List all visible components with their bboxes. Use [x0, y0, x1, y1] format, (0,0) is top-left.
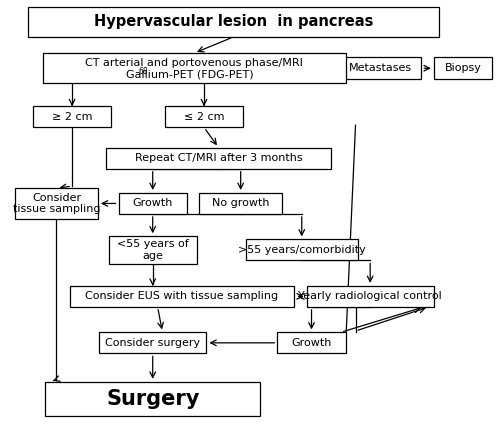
Text: >55 years/comorbidity: >55 years/comorbidity [238, 245, 366, 255]
Text: Hypervascular lesion  in pancreas: Hypervascular lesion in pancreas [94, 14, 373, 29]
FancyBboxPatch shape [278, 332, 345, 354]
FancyBboxPatch shape [70, 286, 294, 307]
Text: Gallium-PET (FDG-PET): Gallium-PET (FDG-PET) [126, 70, 253, 80]
FancyBboxPatch shape [108, 236, 196, 264]
FancyBboxPatch shape [45, 382, 260, 416]
Text: Surgery: Surgery [106, 389, 200, 409]
FancyBboxPatch shape [15, 188, 98, 219]
FancyBboxPatch shape [434, 57, 492, 79]
FancyBboxPatch shape [118, 193, 187, 214]
Text: No growth: No growth [212, 199, 270, 208]
Text: Growth: Growth [132, 199, 173, 208]
FancyBboxPatch shape [338, 57, 421, 79]
Text: Growth: Growth [292, 338, 332, 348]
Text: Biopsy: Biopsy [444, 63, 482, 73]
FancyBboxPatch shape [165, 106, 243, 128]
FancyBboxPatch shape [199, 193, 282, 214]
Text: ≥ 2 cm: ≥ 2 cm [52, 112, 92, 122]
FancyBboxPatch shape [43, 53, 346, 83]
FancyBboxPatch shape [28, 6, 438, 37]
Text: Consider EUS with tissue sampling: Consider EUS with tissue sampling [86, 291, 278, 301]
Text: Repeat CT/MRI after 3 months: Repeat CT/MRI after 3 months [135, 153, 302, 163]
FancyBboxPatch shape [246, 239, 358, 261]
Text: CT arterial and portovenous phase/MRI: CT arterial and portovenous phase/MRI [86, 58, 303, 68]
Text: Consider
tissue sampling: Consider tissue sampling [12, 193, 100, 214]
FancyBboxPatch shape [306, 286, 434, 307]
FancyBboxPatch shape [33, 106, 111, 128]
Text: Metastases: Metastases [348, 63, 412, 73]
FancyBboxPatch shape [99, 332, 206, 354]
Text: 68: 68 [138, 67, 147, 76]
Text: <55 years of
age: <55 years of age [117, 239, 188, 261]
Text: Yearly radiological control: Yearly radiological control [298, 291, 442, 301]
FancyBboxPatch shape [106, 148, 331, 169]
Text: ≤ 2 cm: ≤ 2 cm [184, 112, 224, 122]
Text: Consider surgery: Consider surgery [105, 338, 200, 348]
